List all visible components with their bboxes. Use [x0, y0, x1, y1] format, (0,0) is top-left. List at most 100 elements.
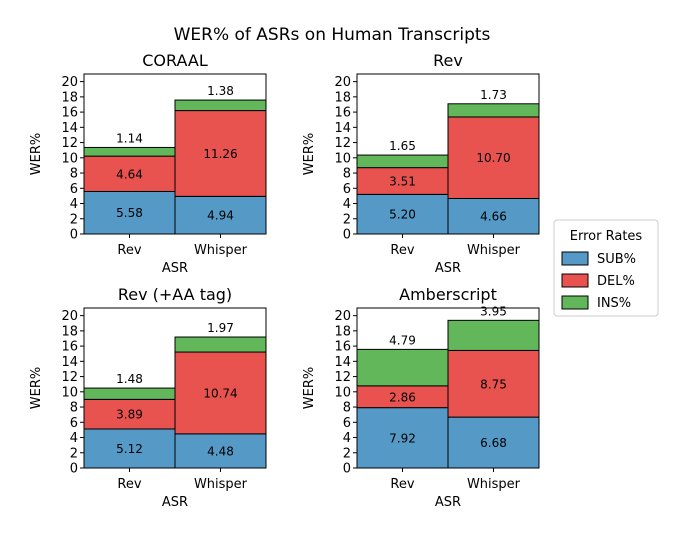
data-label: 5.12 [116, 442, 143, 456]
y-tick-label: 2 [70, 212, 78, 227]
legend-title: Error Rates [570, 229, 643, 244]
data-label: 4.66 [480, 210, 507, 224]
bar-segment [447, 319, 540, 351]
subplot-2: 5.12 3.89 1.48 Rev 4.48 10.74 1.97 Whisper 02468… [29, 285, 267, 510]
x-tick-label: Whisper [467, 477, 521, 492]
bar-segment [83, 190, 176, 235]
data-label: 4.48 [207, 444, 234, 458]
y-tick-label: 20 [334, 75, 351, 90]
data-label: 4.94 [207, 209, 234, 223]
bar-segment [447, 416, 540, 469]
y-tick-label: 4 [70, 197, 78, 212]
x-tick-label: Rev [117, 477, 141, 492]
y-tick-label: 14 [334, 355, 351, 370]
x-axis-label: ASR [162, 495, 188, 510]
data-label: 2.86 [389, 390, 416, 404]
data-label: 3.51 [389, 175, 416, 189]
data-label: 1.14 [116, 131, 143, 145]
y-tick-label: 16 [61, 340, 78, 355]
x-tick-label: Rev [117, 243, 141, 258]
data-label: 1.48 [116, 372, 143, 386]
y-tick-label: 6 [343, 182, 351, 197]
y-tick-label: 10 [334, 151, 351, 166]
y-axis-label: WER% [302, 367, 317, 409]
legend-swatch [561, 251, 589, 266]
y-axis-label: WER% [302, 133, 317, 175]
data-label: 1.65 [389, 139, 416, 153]
x-tick-label: Whisper [467, 243, 521, 258]
y-tick-label: 14 [334, 121, 351, 136]
y-tick-label: 16 [61, 106, 78, 121]
y-tick-label: 18 [61, 324, 78, 339]
x-tick-label: Rev [390, 243, 414, 258]
bar-segment [356, 407, 449, 469]
axes-frame [356, 307, 540, 469]
y-tick-label: 8 [70, 401, 78, 416]
y-tick-label: 16 [334, 106, 351, 121]
bar-segment [83, 155, 176, 192]
data-label: 5.20 [389, 208, 416, 222]
bar-segment [356, 348, 449, 387]
x-tick-label: Rev [390, 477, 414, 492]
bar-segment [83, 428, 176, 469]
x-tick-label: Whisper [194, 243, 248, 258]
y-tick-label: 10 [61, 385, 78, 400]
data-label: 1.73 [480, 88, 507, 102]
bar-segment [83, 387, 176, 400]
y-tick-label: 20 [61, 75, 78, 90]
subplot-1: 5.20 3.51 1.65 Rev 4.66 10.70 1.73 Whisper 02468… [302, 51, 540, 276]
bar-segment [356, 167, 449, 195]
y-tick-label: 20 [334, 309, 351, 324]
y-tick-label: 2 [343, 446, 351, 461]
y-tick-label: 16 [334, 340, 351, 355]
y-tick-label: 12 [61, 136, 78, 151]
y-tick-label: 2 [343, 212, 351, 227]
y-axis-label: WER% [29, 133, 44, 175]
bar-segment [447, 349, 540, 418]
data-label: 3.89 [116, 408, 143, 422]
bar-segment [174, 351, 267, 435]
bar-segment [356, 154, 449, 169]
x-axis-label: ASR [435, 495, 461, 510]
y-tick-label: 0 [70, 462, 78, 477]
bar-segment [174, 99, 267, 112]
data-label: 10.70 [476, 151, 510, 165]
legend-swatch [561, 295, 589, 310]
legend-frame [553, 219, 659, 317]
data-label: 11.26 [203, 147, 237, 161]
figure-title: WER% of ASRs on Human Transcripts [174, 25, 491, 45]
y-tick-label: 8 [343, 167, 351, 182]
legend-swatch [561, 273, 589, 288]
y-tick-label: 0 [70, 228, 78, 243]
y-axis-label: WER% [29, 367, 44, 409]
data-label: 6.68 [480, 436, 507, 450]
legend-label: INS% [597, 296, 631, 311]
bar-segment [83, 146, 176, 157]
x-axis-label: ASR [435, 261, 461, 276]
data-label: 8.75 [480, 377, 507, 391]
y-tick-label: 6 [70, 416, 78, 431]
y-tick-label: 2 [70, 446, 78, 461]
axes-frame [83, 73, 267, 235]
subplot-title: Rev [433, 51, 463, 70]
y-tick-label: 12 [334, 370, 351, 385]
data-label: 3.95 [480, 304, 507, 318]
y-tick-label: 10 [334, 385, 351, 400]
y-tick-label: 6 [70, 182, 78, 197]
y-tick-label: 4 [343, 197, 351, 212]
data-label: 4.64 [116, 167, 143, 181]
subplot-0: 5.58 4.64 1.14 Rev 4.94 11.26 1.38 Whisper 02468… [29, 51, 267, 276]
y-tick-label: 18 [334, 324, 351, 339]
axes-frame [83, 307, 267, 469]
x-axis-label: ASR [162, 261, 188, 276]
y-tick-label: 6 [343, 416, 351, 431]
y-tick-label: 14 [61, 121, 78, 136]
bar-segment [447, 103, 540, 118]
data-label: 10.74 [203, 386, 237, 400]
y-tick-label: 18 [334, 90, 351, 105]
bar-segment [174, 336, 267, 353]
y-tick-label: 20 [61, 309, 78, 324]
data-label: 1.97 [207, 321, 234, 335]
